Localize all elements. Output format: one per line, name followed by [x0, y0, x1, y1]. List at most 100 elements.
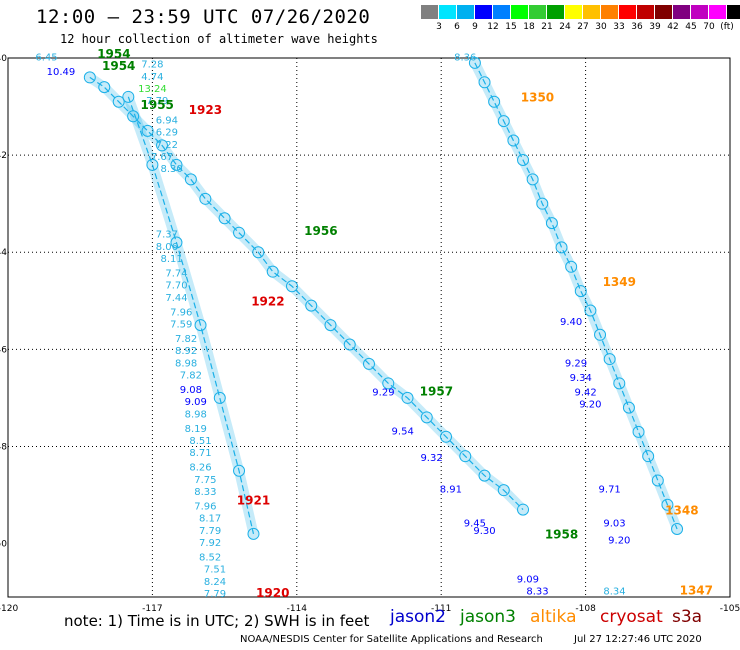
- wave-height-value: 8.51: [189, 436, 211, 447]
- wave-height-value: 9.45: [464, 519, 486, 530]
- legend-swatch: [601, 5, 619, 19]
- track-point: [112, 95, 125, 108]
- lat-tick-label: 40: [0, 54, 7, 64]
- wave-height-value: 8.11: [161, 254, 183, 265]
- wave-height-value: 8.06: [156, 242, 178, 253]
- legend-swatch: [691, 5, 709, 19]
- track-point: [252, 246, 265, 259]
- track-point: [401, 391, 414, 404]
- track-point: [613, 377, 626, 390]
- legend-label: 24: [559, 22, 571, 32]
- track-point: [170, 236, 183, 249]
- wave-height-value: 9.08: [180, 385, 202, 396]
- track-point: [642, 450, 655, 463]
- wave-height-value: 9.09: [517, 574, 539, 585]
- track-point: [218, 212, 231, 225]
- track-band: [469, 57, 683, 535]
- track-point: [488, 95, 501, 108]
- wave-height-value: 7.96: [194, 502, 216, 513]
- track-point: [584, 304, 597, 317]
- wave-height-value: 7.70: [165, 281, 187, 292]
- legend-swatch: [511, 5, 529, 19]
- pass-time-label: 1954: [102, 59, 135, 73]
- legend-label: 45: [685, 22, 697, 32]
- track-point: [122, 90, 135, 103]
- legend-label: 18: [523, 22, 535, 32]
- wave-height-value: 13.24: [138, 84, 167, 95]
- track-point: [146, 158, 159, 171]
- track-point: [266, 265, 279, 278]
- track-point: [459, 450, 472, 463]
- wave-height-value: 8.91: [440, 485, 462, 496]
- wave-height-value: 8.36: [454, 52, 476, 63]
- pass-time-label: 1956: [304, 224, 337, 238]
- lon-tick-label: -108: [575, 604, 596, 614]
- wave-height-value: 8.34: [603, 587, 625, 598]
- wave-height-value: 9.34: [570, 373, 592, 384]
- lon-tick-label: -105: [720, 604, 740, 614]
- timestamp: Jul 27 12:27:46 UTC 2020: [574, 634, 702, 645]
- track-point: [507, 134, 520, 147]
- wave-height-value: 9.09: [185, 397, 207, 408]
- track-point: [671, 523, 684, 536]
- legend-label: 70: [703, 22, 715, 32]
- track-point: [574, 285, 587, 298]
- credit-line: NOAA/NESDIS Center for Satellite Applica…: [240, 634, 543, 645]
- wave-height-value: 7.59: [170, 320, 192, 331]
- pass-time-label: 1954: [97, 47, 130, 61]
- legend-swatch: [709, 5, 727, 19]
- legend-swatch: [547, 5, 565, 19]
- wave-height-value: 6.45: [35, 52, 57, 63]
- track-point: [478, 76, 491, 89]
- satellite-name: altika: [530, 607, 577, 627]
- wave-height-value: 8.24: [204, 577, 226, 588]
- legend-swatch: [637, 5, 655, 19]
- wave-height-value: 7.74: [165, 269, 187, 280]
- wave-height-value: 8.33: [526, 587, 548, 598]
- legend-label: 15: [505, 22, 517, 32]
- legend-swatch: [655, 5, 673, 19]
- wave-height-value: 9.03: [603, 519, 625, 530]
- wave-height-value: 9.20: [579, 400, 601, 411]
- wave-height-value: 7.79: [199, 526, 221, 537]
- legend-swatch: [673, 5, 691, 19]
- legend-swatch: [439, 5, 457, 19]
- pass-time-label: 1958: [545, 528, 578, 542]
- legend-swatch: [493, 5, 511, 19]
- legend-label: 30: [595, 22, 607, 32]
- pass-time-label: 1920: [256, 586, 289, 600]
- track-point: [382, 377, 395, 390]
- wave-height-value: 9.54: [392, 426, 414, 437]
- wave-height-value: 7.28: [141, 60, 163, 71]
- track-point: [536, 197, 549, 210]
- track-point: [83, 71, 96, 84]
- wave-height-value: 8.92: [175, 346, 197, 357]
- wave-height-value: 9.29: [565, 358, 587, 369]
- legend-label: 6: [454, 22, 460, 32]
- wave-height-value: 8.71: [189, 448, 211, 459]
- wave-height-value: 9.20: [608, 536, 630, 547]
- track-point: [565, 260, 578, 273]
- wave-height-value: 8.19: [185, 424, 207, 435]
- pass-time-label: 1957: [420, 384, 453, 398]
- track-point: [420, 411, 433, 424]
- track-line: [474, 62, 678, 530]
- lon-tick-label: -111: [431, 604, 451, 614]
- satellite-name: jason2: [390, 607, 446, 627]
- track-point: [517, 503, 530, 516]
- legend-label: 42: [667, 22, 679, 32]
- legend-swatch: [421, 5, 439, 19]
- track-point: [98, 81, 111, 94]
- legend-label: 3: [436, 22, 442, 32]
- wave-height-value: 8.17: [199, 514, 221, 525]
- track-point: [170, 158, 183, 171]
- track-point: [199, 192, 212, 205]
- legend-swatch: [619, 5, 637, 19]
- track-point: [517, 153, 530, 166]
- legend-swatch: [457, 5, 475, 19]
- track-point: [343, 338, 356, 351]
- legend-label: (ft): [720, 22, 734, 32]
- pass-time-label: 1955: [141, 98, 174, 112]
- track-point: [141, 124, 154, 137]
